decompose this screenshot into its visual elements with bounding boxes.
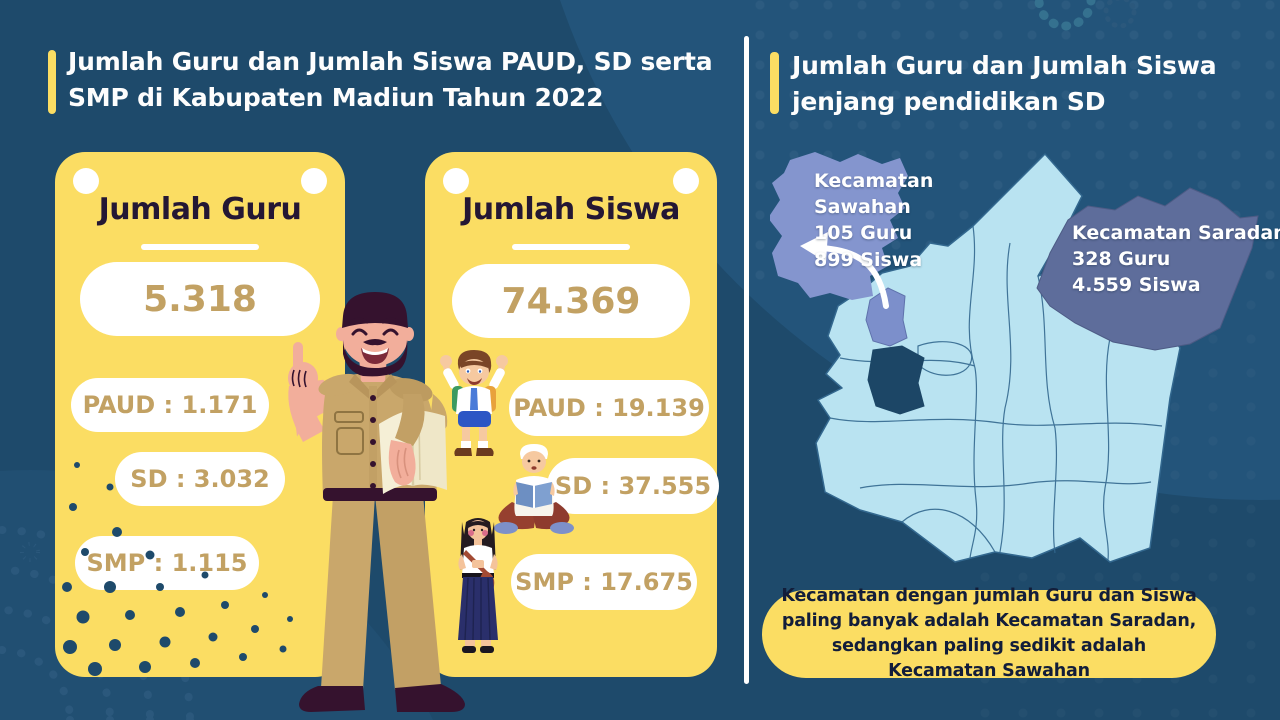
map-sawahan-callout-shape — [770, 152, 908, 300]
schoolgirl-illustration — [458, 518, 498, 653]
conclusion-note-box: Kecamatan dengan jumlah Guru dan Siswa p… — [762, 586, 1216, 681]
siswa-paud-pill: PAUD : 19.139 — [509, 380, 709, 436]
map-region-sawahan-small — [865, 287, 908, 347]
guru-card-underline — [141, 244, 259, 250]
guru-smp-value: SMP : 1.115 — [86, 549, 248, 577]
left-section-title: Jumlah Guru dan Jumlah Siswa PAUD, SD se… — [68, 47, 713, 112]
saradan-callout-label: Kecamatan Saradan 328 Guru 4.559 Siswa — [1072, 220, 1280, 299]
guru-card: Jumlah Guru 5.318 PAUD : 1.171 SD : 3.03… — [55, 152, 345, 677]
callout-arrow — [817, 245, 889, 309]
saradan-siswa: 4.559 Siswa — [1072, 274, 1201, 297]
kabupaten-madiun-map — [770, 152, 1259, 563]
teacher-illustration — [288, 292, 465, 712]
guru-paud-pill: PAUD : 1.171 — [71, 378, 269, 432]
siswa-sd-pill: SD : 37.555 — [547, 458, 719, 514]
guru-card-title: Jumlah Guru — [98, 192, 302, 227]
cheering-boy-illustration — [440, 350, 508, 456]
callout-arrow-head — [800, 232, 828, 262]
guru-sd-value: SD : 3.032 — [130, 465, 270, 493]
card-hole-right — [301, 168, 327, 194]
right-title-accent-bar — [770, 52, 779, 114]
card-hole-left — [443, 168, 469, 194]
siswa-smp-pill: SMP : 17.675 — [511, 554, 697, 610]
map-dark-district — [867, 345, 925, 415]
siswa-card-title: Jumlah Siswa — [462, 192, 680, 227]
guru-sd-pill: SD : 3.032 — [115, 452, 285, 506]
conclusion-note-text: Kecamatan dengan jumlah Guru dan Siswa p… — [781, 586, 1197, 681]
siswa-card-underline — [512, 244, 630, 250]
guru-smp-pill: SMP : 1.115 — [75, 536, 259, 590]
sawahan-siswa: 899 Siswa — [814, 248, 923, 271]
guru-total-pill: 5.318 — [80, 262, 320, 336]
left-title-accent-bar — [48, 50, 56, 114]
card-hole-left — [73, 168, 99, 194]
siswa-total-value: 74.369 — [501, 280, 641, 322]
card-dots-decoration — [62, 462, 293, 676]
saradan-name: Kecamatan Saradan — [1072, 222, 1280, 244]
reading-boy-illustration — [494, 444, 574, 534]
right-section-title: Jumlah Guru dan Jumlah Siswa jenjang pen… — [792, 51, 1217, 116]
sawahan-callout-label: Kecamatan Sawahan 105 Guru 899 Siswa — [814, 168, 1034, 273]
siswa-total-pill: 74.369 — [452, 264, 690, 338]
sawahan-name: Kecamatan Sawahan — [814, 170, 934, 219]
section-divider — [744, 36, 749, 684]
saradan-guru: 328 Guru — [1072, 248, 1171, 271]
top-dotted-gear-decoration — [1034, 0, 1137, 31]
guru-paud-value: PAUD : 1.171 — [82, 391, 258, 419]
guru-total-value: 5.318 — [143, 278, 257, 320]
siswa-paud-value: PAUD : 19.139 — [513, 394, 705, 422]
map-region-saradan — [1036, 187, 1259, 351]
sawahan-guru: 105 Guru — [814, 222, 913, 245]
siswa-smp-value: SMP : 17.675 — [515, 568, 693, 596]
siswa-sd-value: SD : 37.555 — [554, 472, 712, 500]
card-hole-right — [673, 168, 699, 194]
